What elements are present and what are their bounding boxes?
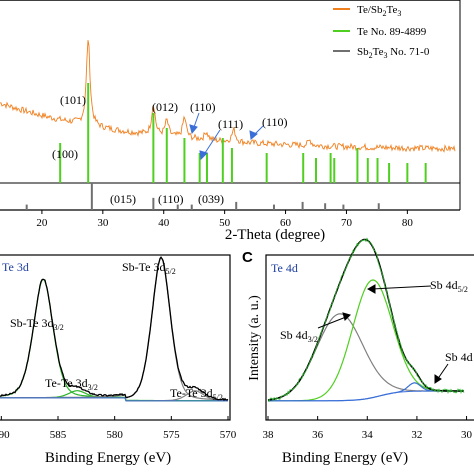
te3d-frame — [0, 254, 231, 421]
legend-label-sample: Te/Sb2Te3 — [357, 4, 401, 18]
xrd-tick-label: 50 — [219, 217, 231, 229]
peak-label-110-a: (110) — [190, 100, 216, 114]
xrd-panel: 20 30 40 50 60 70 80 Te/Sb2Te3 Te No. 89-4899 … — [0, 0, 461, 243]
te4d-label-sb4d-52: Sb 4d5/2 — [430, 278, 468, 294]
peak-label-039: (039) — [198, 192, 224, 206]
legend-label-te-ref: Te No. 89-4899 — [357, 26, 427, 38]
te3d-label-sbte-32: Sb-Te 3d3/2 — [10, 316, 64, 332]
xrd-tick-label: 30 — [97, 217, 109, 229]
arrow-110-a-head — [189, 124, 198, 135]
te4d-label-sb4d-low: Sb 4d — [445, 350, 473, 364]
peak-label-015: (015) — [110, 192, 136, 206]
arrow-110-b-head — [249, 130, 258, 140]
te4d-label-sb4d-32: Sb 4d3/2 — [280, 328, 318, 344]
te3d-fit-peak — [0, 278, 228, 402]
te3d-envelope-line — [0, 256, 229, 402]
te4d-background-line — [268, 390, 464, 402]
xrd-x-ticks: 20 30 40 50 60 70 80 — [36, 210, 413, 229]
xrd-reference-sbte — [25, 183, 380, 210]
te4d-panel-letter: C — [242, 249, 253, 266]
peak-label-111: (111) — [218, 117, 243, 131]
peak-label-110-sbte: (110) — [158, 192, 184, 206]
te4d-arrows — [317, 284, 449, 384]
te4d-x-ticks: 38 36 34 32 30 — [263, 416, 473, 441]
peak-label-101: (101) — [60, 93, 86, 107]
xrd-reference-te — [59, 83, 427, 183]
te3d-label-sbte-52: Sb-Te 3d5/2 — [122, 260, 176, 276]
te3d-tick-label: 580 — [106, 429, 123, 441]
arrow-sb4d-low-head — [434, 374, 442, 384]
xrd-tick-label: 20 — [36, 217, 48, 229]
xrd-tick-label: 80 — [402, 217, 414, 229]
peak-label-012: (012) — [152, 100, 178, 114]
te4d-tick-label: 32 — [411, 429, 422, 441]
te3d-tick-label: 585 — [50, 429, 67, 441]
te4d-frame — [265, 254, 474, 421]
te3d-x-ticks: 590 585 580 575 570 — [0, 416, 237, 441]
te3d-panel-title: Te 3d — [2, 260, 29, 274]
peak-arrows — [189, 112, 264, 161]
te4d-fit-peak — [267, 313, 464, 401]
peak-label-110-b: (110) — [262, 115, 288, 129]
te4d-panel: C Te 4d 38 36 34 32 30 Intensity (a. u.) Sb … — [242, 237, 474, 466]
xrd-tick-label: 70 — [341, 217, 353, 229]
arrow-sb4d-32-head — [342, 312, 351, 321]
te4d-panel-title: Te 4d — [271, 261, 298, 275]
peak-label-100: (100) — [52, 147, 78, 161]
arrow-sb4d-52 — [371, 285, 432, 290]
xrd-tick-label: 60 — [280, 217, 292, 229]
te3d-tick-label: 590 — [0, 429, 10, 441]
arrow-111-head — [199, 150, 208, 161]
te3d-x-axis-label: Binding Energy (eV) — [45, 450, 171, 466]
xrd-pattern-line — [0, 40, 456, 153]
te4d-tick-label: 34 — [362, 429, 374, 441]
arrow-111 — [202, 129, 221, 157]
te4d-x-axis-label: Binding Energy (eV) — [282, 450, 408, 466]
legend-label-sbte-ref: Sb2Te3 No. 71-0 — [357, 46, 430, 60]
te3d-label-tete-32: Te-Te 3d3/2 — [45, 376, 98, 392]
arrow-sb4d-52-head — [366, 284, 376, 294]
xrd-legend: Te/Sb2Te3 Te No. 89-4899 Sb2Te3 No. 71-0 — [333, 4, 430, 60]
te3d-tick-label: 575 — [163, 429, 180, 441]
te3d-label-tete-52: Te-Te 3d5/2 — [170, 386, 223, 402]
te4d-y-axis-label: Intensity (a. u.) — [247, 295, 262, 381]
te3d-background-line — [0, 397, 228, 402]
te3d-tick-label: 570 — [220, 429, 237, 441]
te4d-tick-label: 30 — [461, 429, 473, 441]
te3d-panel: Te 3d 590 585 580 575 570 Sb-Te 3d3/2 Sb-Te … — [0, 254, 237, 466]
xrd-tick-label: 40 — [158, 217, 170, 229]
te4d-tick-label: 38 — [263, 429, 275, 441]
te4d-tick-label: 36 — [312, 429, 324, 441]
arrow-sb4d-32 — [317, 316, 347, 329]
te4d-fit-peak — [268, 382, 464, 402]
xrd-x-axis-label: 2-Theta (degree) — [225, 227, 325, 243]
te4d-raw-data-line — [267, 237, 465, 403]
